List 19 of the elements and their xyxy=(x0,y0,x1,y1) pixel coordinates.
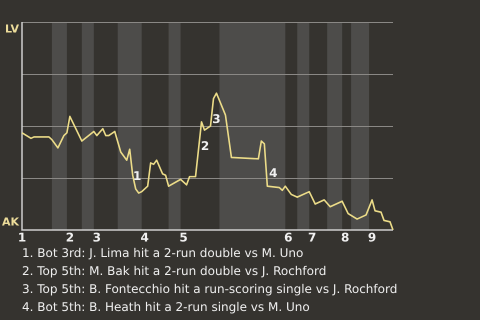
x-tick-label: 2 xyxy=(66,230,74,244)
text: AK xyxy=(2,215,20,228)
annotation: 1 xyxy=(133,169,142,184)
text: 1. Bot 3rd: J. Lima hit a 2-run double vs M. Uno xyxy=(22,245,304,262)
text: LV xyxy=(4,22,20,36)
annotation: 3 xyxy=(212,112,221,126)
x-tick-label: 9 xyxy=(368,230,376,244)
x-tick-label: 4 xyxy=(140,230,149,244)
text: 2. Top 5th: M. Bak hit a 2-run double vs J. Rochford xyxy=(22,263,328,280)
x-tick-label: 6 xyxy=(284,230,292,244)
x-tick-label: 3 xyxy=(92,230,101,244)
x-tick-label: 1 xyxy=(18,230,26,244)
text: 3. Top 5th: B. Fontecchio hit a run-scoring single vs J. Rochford xyxy=(22,281,398,298)
x-tick-label: 8 xyxy=(340,230,350,244)
annotation: 2 xyxy=(200,138,210,153)
x-tick-label: 5 xyxy=(179,230,188,244)
text: 4. Bot 5th: B. Heath hit a 2-run single vs M. Uno xyxy=(22,299,311,316)
x-tick-label: 7 xyxy=(308,230,316,244)
annotation: 4 xyxy=(269,166,278,180)
